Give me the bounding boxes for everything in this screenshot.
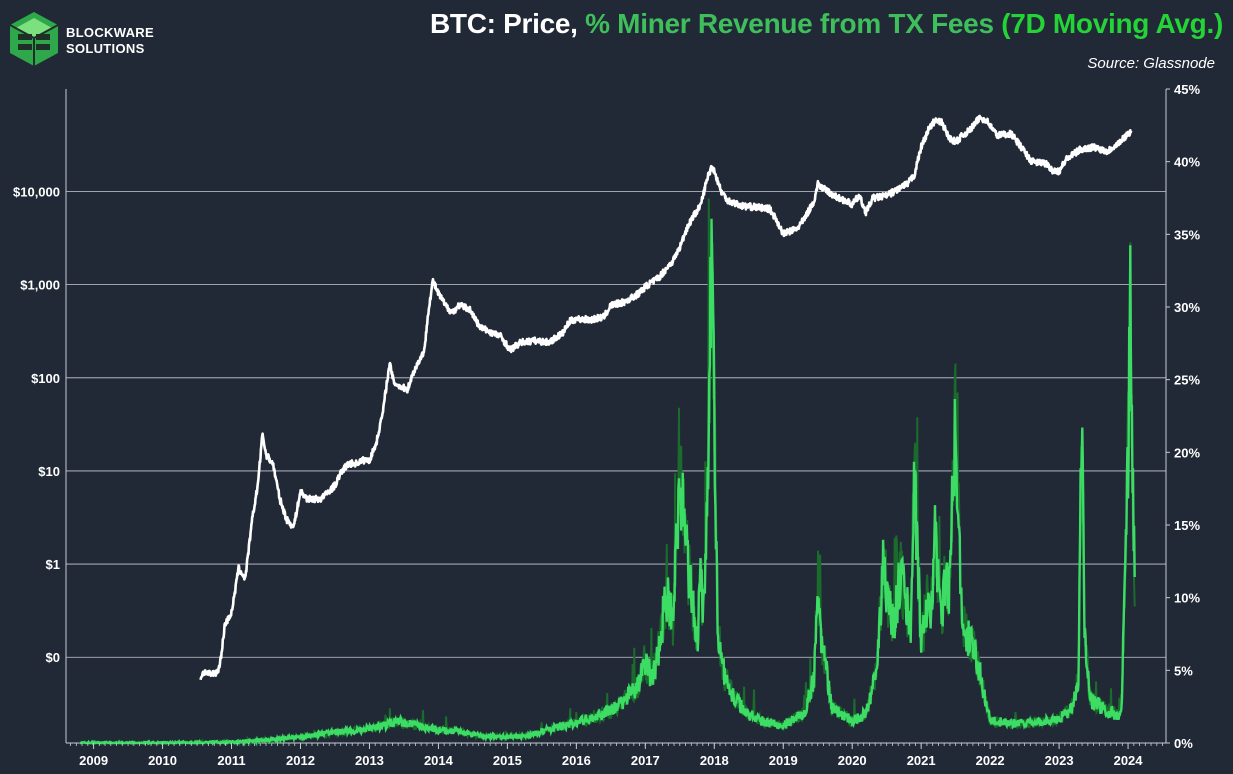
left-tick-label-0: $0	[46, 650, 60, 665]
x-tick-label-3: 2012	[286, 753, 315, 768]
x-tick-label-7: 2016	[562, 753, 591, 768]
chart-source: Source: Glassnode	[1087, 55, 1215, 72]
x-tick-label-6: 2015	[493, 753, 522, 768]
x-tick-label-5: 2014	[424, 753, 454, 768]
price-line	[199, 114, 1133, 681]
x-tick-label-14: 2023	[1045, 753, 1074, 768]
axes	[65, 89, 1167, 744]
right-tick-label-3: 15%	[1174, 518, 1200, 533]
x-tick-label-9: 2018	[700, 753, 729, 768]
x-tick-label-13: 2022	[976, 753, 1005, 768]
right-tick-label-6: 30%	[1174, 300, 1200, 315]
brand-name-line2: SOLUTIONS	[66, 41, 145, 56]
right-tick-label-5: 25%	[1174, 373, 1200, 388]
left-tick-label-4: $1,000	[20, 278, 60, 293]
x-axis-ticks: 2009 2010 2011 2012 2013 2014 2015 2016 2017 2018…	[70, 743, 1163, 768]
x-tick-label-10: 2019	[769, 753, 798, 768]
chart-header: BLOCKWARE SOLUTIONS BTC: Price, % Miner …	[0, 0, 1233, 88]
blockware-logo-icon	[9, 12, 59, 66]
brand-name-line1: BLOCKWARE	[66, 25, 154, 40]
right-tick-label-2: 10%	[1174, 591, 1200, 606]
x-tick-label-4: 2013	[355, 753, 384, 768]
title-moving-avg-part: (7D Moving Avg.)	[1001, 8, 1223, 39]
x-tick-label-2: 2011	[217, 753, 245, 768]
left-tick-label-2: $10	[38, 464, 60, 479]
x-tick-label-1: 2010	[148, 753, 177, 768]
chart-title: BTC: Price, % Miner Revenue from TX Fees…	[430, 8, 1223, 40]
right-tick-label-9: 45%	[1174, 82, 1200, 97]
fee-pct-7d-line	[79, 218, 1136, 747]
right-tick-label-8: 40%	[1174, 155, 1200, 170]
title-price-part: BTC: Price,	[430, 8, 586, 39]
right-tick-label-7: 35%	[1174, 227, 1200, 242]
grid-lines	[66, 191, 1166, 658]
x-tick-label-8: 2017	[631, 753, 660, 768]
right-axis-ticks: 0% 5% 10% 15% 20% 25% 30% 35% 40% 45%	[1166, 82, 1200, 751]
right-tick-label-1: 5%	[1174, 663, 1193, 678]
left-axis-ticks: $0 $1 $10 $100 $1,000 $10,000	[13, 184, 60, 665]
x-tick-label-15: 2024	[1114, 753, 1144, 768]
x-tick-label-11: 2020	[838, 753, 867, 768]
right-tick-label-0: 0%	[1174, 736, 1193, 751]
title-fees-part: % Miner Revenue from TX Fees	[585, 8, 1002, 39]
right-tick-label-4: 20%	[1174, 445, 1200, 460]
x-tick-label-12: 2021	[907, 753, 936, 768]
series-layer	[79, 114, 1136, 747]
x-tick-label-0: 2009	[79, 753, 108, 768]
left-tick-label-3: $100	[31, 371, 60, 386]
left-tick-label-1: $1	[46, 557, 60, 572]
left-tick-label-5: $10,000	[13, 184, 60, 199]
